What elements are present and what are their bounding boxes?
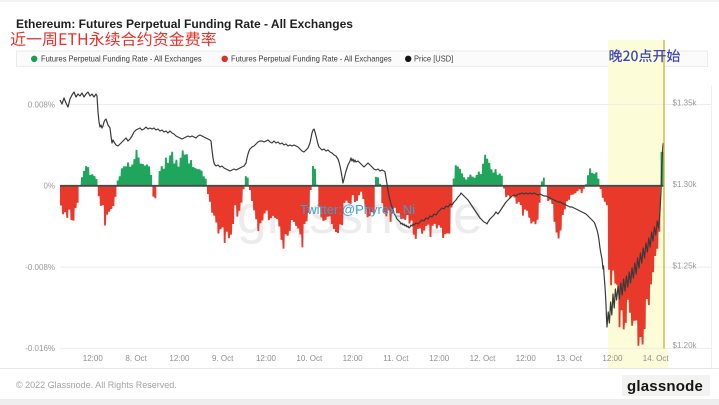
- svg-text:Price [USD]: Price [USD]: [414, 54, 453, 63]
- svg-text:12:00: 12:00: [343, 354, 364, 363]
- svg-text:12:00: 12:00: [169, 354, 190, 363]
- svg-text:11. Oct: 11. Oct: [383, 354, 409, 363]
- svg-text:Ethereum: Futures Perpetual Fu: Ethereum: Futures Perpetual Funding Rate…: [16, 17, 353, 31]
- svg-text:$1.25k: $1.25k: [673, 261, 698, 270]
- svg-text:12:00: 12:00: [83, 354, 104, 363]
- svg-text:14. Oct: 14. Oct: [643, 354, 670, 363]
- svg-text:glassnode: glassnode: [627, 378, 703, 395]
- svg-text:0%: 0%: [43, 182, 55, 191]
- svg-text:12:00: 12:00: [516, 354, 537, 363]
- svg-text:8. Oct: 8. Oct: [125, 354, 147, 363]
- svg-text:© 2022 Glassnode. All Rights R: © 2022 Glassnode. All Rights Reserved.: [16, 380, 177, 390]
- svg-text:0.008%: 0.008%: [28, 100, 55, 109]
- svg-text:12:00: 12:00: [429, 354, 450, 363]
- svg-text:Futures Perpetual Funding Rate: Futures Perpetual Funding Rate - All Exc…: [41, 54, 202, 63]
- svg-text:12:00: 12:00: [602, 354, 623, 363]
- svg-text:$1.20k: $1.20k: [673, 341, 698, 350]
- svg-text:9. Oct: 9. Oct: [212, 354, 234, 363]
- svg-text:-0.008%: -0.008%: [25, 263, 55, 272]
- svg-text:12:00: 12:00: [256, 354, 277, 363]
- svg-text:13. Oct: 13. Oct: [556, 354, 583, 363]
- svg-text:$1.30k: $1.30k: [673, 180, 698, 189]
- svg-text:Futures Perpetual Funding Rate: Futures Perpetual Funding Rate - All Exc…: [231, 54, 392, 63]
- svg-text:10. Oct: 10. Oct: [296, 354, 323, 363]
- svg-text:$1.35k: $1.35k: [673, 98, 698, 107]
- svg-text:Twitter:@Phyrex_Ni: Twitter:@Phyrex_Ni: [300, 202, 415, 217]
- svg-text:12. Oct: 12. Oct: [470, 354, 497, 363]
- svg-text:-0.016%: -0.016%: [25, 344, 55, 353]
